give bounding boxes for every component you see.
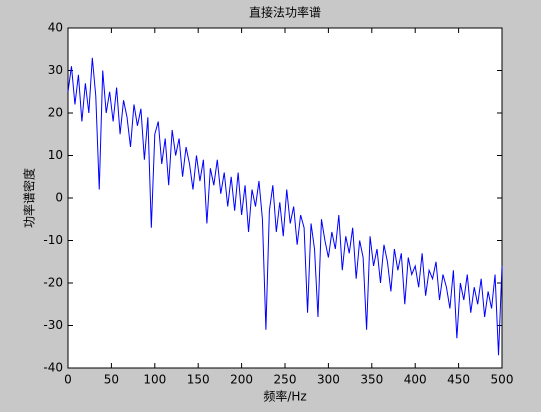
x-tick-label: 100 (143, 373, 166, 387)
y-axis-label: 功率谱密度 (22, 168, 37, 228)
x-tick-label: 400 (404, 373, 427, 387)
x-tick-label: 50 (104, 373, 119, 387)
x-tick-label: 0 (64, 373, 72, 387)
y-tick-label: 20 (48, 106, 63, 120)
x-tick-label: 250 (274, 373, 297, 387)
y-tick-label: 10 (48, 148, 63, 162)
x-tick-label: 200 (230, 373, 253, 387)
y-tick-label: -20 (43, 276, 63, 290)
psd-line (67, 57, 503, 356)
y-tick-label: 30 (48, 63, 63, 77)
y-tick-label: -40 (43, 361, 63, 375)
y-tick-label: 0 (55, 191, 63, 205)
x-axis-label: 频率/Hz (263, 389, 306, 404)
y-tick-label: -30 (43, 318, 63, 332)
x-tick-label: 500 (491, 373, 514, 387)
y-tick-label: -10 (43, 233, 63, 247)
x-tick-label: 450 (447, 373, 470, 387)
y-tick-label: 40 (48, 21, 63, 35)
chart-title: 直接法功率谱 (249, 5, 321, 20)
x-tick-label: 300 (317, 373, 340, 387)
x-tick-label: 150 (187, 373, 210, 387)
x-tick-label: 350 (360, 373, 383, 387)
axes-box (67, 27, 503, 369)
